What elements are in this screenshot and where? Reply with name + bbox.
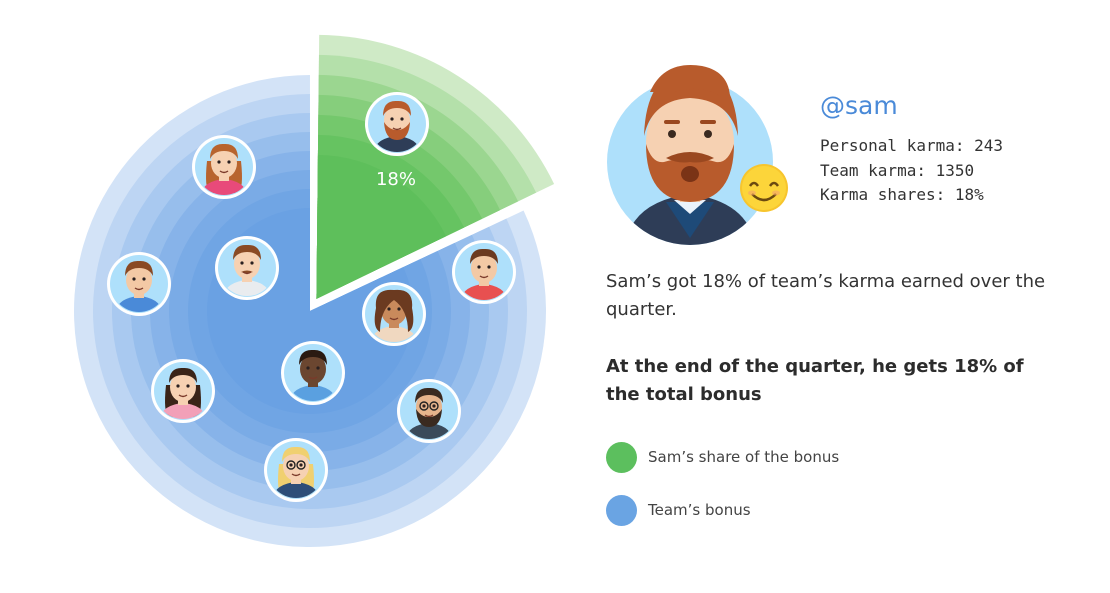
legend-label: Sam’s share of the bonus [648, 448, 840, 466]
chart-legend: Sam’s share of the bonus Team’s bonus [606, 440, 839, 546]
mustache-man-avatar-icon [107, 252, 171, 316]
long-hair-woman-avatar-icon [151, 359, 215, 423]
karma-description: Sam’s got 18% of team’s karma earned ove… [606, 271, 1046, 320]
karma-stats: Personal karma: 243 Team karma: 1350 Kar… [820, 134, 1003, 208]
legend-item-sam-share: Sam’s share of the bonus [606, 440, 839, 474]
karma-shares: Karma shares: 18% [820, 185, 984, 204]
man-avatar-icon [215, 236, 279, 300]
user-handle: @sam [820, 91, 898, 120]
sam-avatar-icon [365, 92, 429, 156]
bonus-statement: At the end of the quarter, he gets 18% o… [606, 356, 1024, 405]
legend-swatch-blue [606, 494, 637, 526]
legend-label: Team’s bonus [648, 501, 751, 519]
bonus-pie-chart: 18% [73, 34, 555, 547]
man-red-shirt-avatar-icon [452, 240, 516, 304]
sam-share-ring [316, 154, 447, 299]
team-karma: Team karma: 1350 [820, 160, 975, 180]
blonde-woman-glasses-avatar-icon [264, 438, 328, 502]
smiley-emoji-icon [742, 166, 786, 210]
woman-avatar-icon [192, 135, 256, 199]
personal-karma: Personal karma: 243 [820, 136, 1004, 155]
team-avatars [107, 92, 516, 502]
glasses-beard-man-avatar-icon [397, 379, 461, 443]
sam-share-data-label: 18% [376, 169, 416, 190]
sam-profile-avatar [607, 65, 788, 245]
curly-woman-avatar-icon [362, 282, 426, 346]
legend-item-team-bonus: Team’s bonus [606, 493, 839, 527]
legend-swatch-green [606, 441, 637, 473]
dark-man-avatar-icon [281, 341, 345, 405]
